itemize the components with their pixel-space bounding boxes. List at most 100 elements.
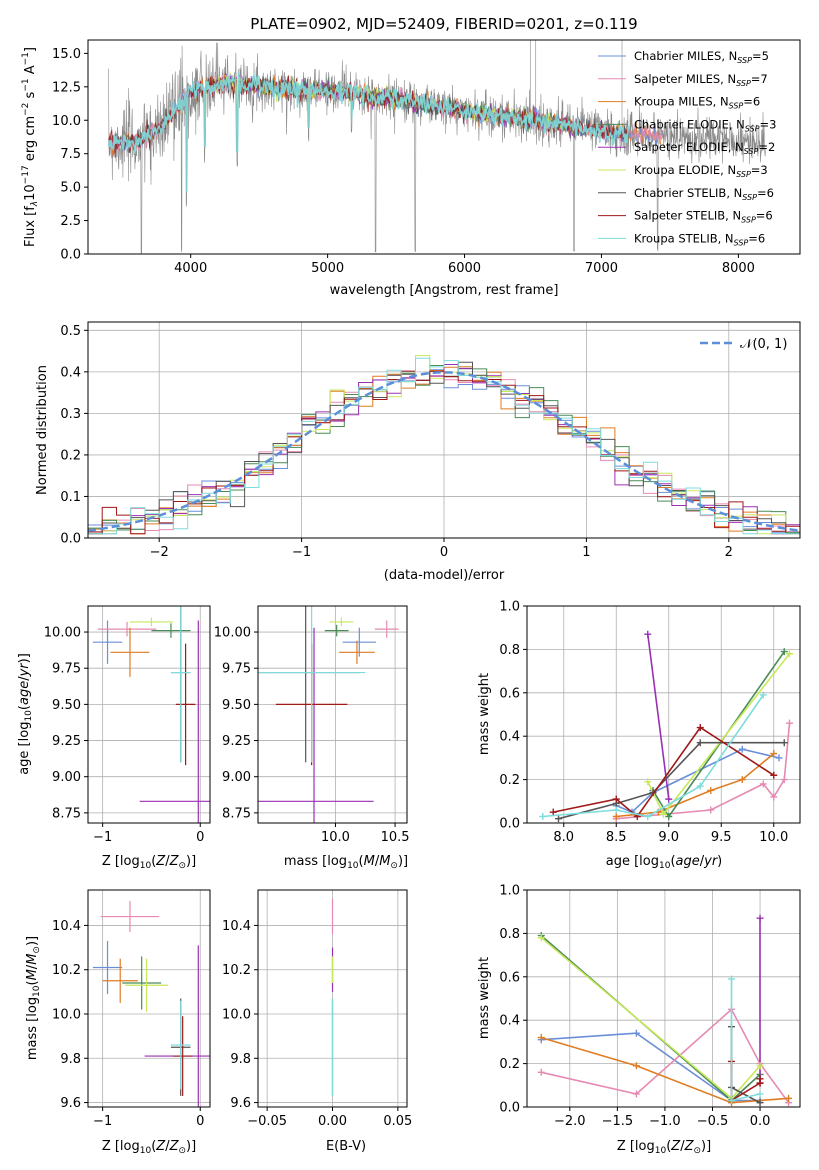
y-tick-label: 9.25 — [52, 734, 81, 749]
weight-line-salpeter_elodie — [647, 634, 670, 800]
y-tick-label: 5.0 — [60, 181, 81, 196]
y-tick-label: 0.6 — [499, 686, 520, 701]
x-tick-label: −0.05 — [247, 1114, 287, 1129]
y-tick-label: 0.6 — [499, 970, 520, 985]
histogram-frame — [87, 321, 801, 539]
weight-line-kroupa_elodie — [540, 937, 761, 1100]
weight-marker-salpeter_elodie — [665, 795, 673, 803]
x-tick-label: 8.0 — [553, 830, 574, 845]
y-tick-label: 12.5 — [52, 80, 81, 95]
x-tick-label: 8000 — [722, 261, 755, 276]
weight-marker-kroupa_elodie — [786, 650, 793, 658]
legend-label-chabrier_elodie: Chabrier ELODIE, NSSP=3 — [634, 117, 776, 133]
weight-marker-chabrier_miles — [738, 745, 746, 753]
weight-marker-kroupa_stelib — [728, 1096, 736, 1104]
weight-age-y-label: mass weight — [477, 673, 492, 755]
x-tick-label: 4000 — [174, 261, 207, 276]
y-tick-label: 9.8 — [230, 1052, 251, 1067]
y-tick-label: 0.4 — [499, 730, 520, 745]
spectrum-legend: Chabrier MILES, NSSP=5 Salpeter MILES, NS… — [598, 49, 776, 247]
x-tick-label: 10.0 — [759, 830, 788, 845]
weight-marker-salpeter_miles — [759, 780, 767, 788]
weight-marker-salpeter_miles — [786, 719, 793, 727]
y-tick-label: 10.4 — [222, 919, 251, 934]
weight-marker-kroupa_stelib — [759, 691, 767, 699]
y-tick-label: 9.50 — [222, 698, 251, 713]
weight-marker-kroupa_elodie — [537, 934, 545, 942]
x-tick-label: −0.5 — [697, 1114, 729, 1129]
weight-marker-salpeter_miles — [537, 1068, 545, 1076]
y-tick-label: 9.75 — [52, 662, 81, 677]
x-tick-label: 6000 — [448, 261, 481, 276]
y-tick-label: 10.00 — [214, 626, 251, 641]
legend-label-kroupa_stelib: Kroupa STELIB, NSSP=6 — [634, 231, 765, 247]
spectrum-frame — [87, 39, 801, 255]
spectrum-y-label-part: Flux [f — [23, 206, 38, 247]
x-tick-label: 0.00 — [318, 1114, 347, 1129]
mass-ebv-x-label: E(B-V) — [326, 1139, 366, 1154]
y-tick-label: 0.8 — [499, 643, 520, 658]
y-tick-label: 1.0 — [499, 600, 520, 615]
weight-marker-salpeter_stelib — [696, 724, 704, 732]
y-tick-label: 10.2 — [222, 963, 251, 978]
legend-label-kroupa_miles: Kroupa MILES, NSSP=6 — [634, 95, 760, 111]
y-tick-label: 0.4 — [499, 1014, 520, 1029]
normal-legend-label: 𝒩(0, 1) — [740, 337, 787, 352]
y-tick-label: 10.4 — [52, 919, 81, 934]
weight-marker-salpeter_miles — [770, 793, 778, 801]
weight-marker-salpeter_stelib — [770, 771, 778, 779]
spectrum-panel: PLATE=0902, MJD=52409, FIBERID=0201, z=0… — [21, 15, 801, 298]
mass-vs-ebv-panel: −0.05 0.00 0.05 9.6 9.8 10.0 10.2 10.4 E(B-V) — [222, 889, 412, 1154]
y-tick-label: 9.75 — [222, 662, 251, 677]
hist-step-chabrier_stelib — [88, 361, 800, 535]
spectrum-x-label: wavelength [Angstrom, rest frame] — [330, 283, 559, 298]
legend-label-salpeter_miles: Salpeter MILES, NSSP=7 — [634, 72, 768, 88]
spectrum-title: PLATE=0902, MJD=52409, FIBERID=0201, z=0… — [250, 15, 637, 33]
weight-vs-metallicity-panel: −2.0 −1.5 −1.0 −0.5 0.0 0.0 0.2 0.4 0.6 0.8 1.0 Z … — [477, 884, 801, 1156]
weight-marker-kroupa_elodie — [660, 810, 667, 818]
y-tick-label: 0.0 — [499, 1101, 520, 1116]
y-tick-label: 0.3 — [60, 407, 81, 422]
y-tick-label: 9.6 — [60, 1096, 81, 1111]
x-tick-label: −1 — [93, 830, 112, 845]
weight-marker-kroupa_miles — [632, 1062, 640, 1070]
weight-marker-kroupa_miles — [785, 1094, 793, 1102]
weight-marker-chabrier_miles — [775, 754, 783, 762]
x-tick-label: 0.0 — [750, 1114, 771, 1129]
normal-curve — [87, 371, 801, 532]
x-tick-label: 10.5 — [381, 830, 410, 845]
weight-marker-kroupa_stelib — [756, 1090, 764, 1098]
x-tick-label: 9.5 — [711, 830, 732, 845]
x-tick-label: −2.0 — [554, 1114, 586, 1129]
y-tick-label: 8.75 — [222, 806, 251, 821]
weight-marker-kroupa_miles — [738, 776, 746, 784]
histogram-legend: 𝒩(0, 1) — [700, 337, 787, 352]
weight-marker-kroupa_elodie — [644, 778, 652, 786]
y-tick-label: 9.8 — [60, 1052, 81, 1067]
weight-marker-kroupa_miles — [707, 786, 715, 794]
y-tick-label: 0.0 — [499, 817, 520, 832]
x-tick-label: 10.0 — [321, 830, 350, 845]
legend-label-salpeter_elodie: Salpeter ELODIE, NSSP=2 — [634, 140, 775, 156]
y-tick-label: 9.00 — [52, 770, 81, 785]
y-tick-label: 0.0 — [60, 532, 81, 547]
weight-marker-chabrier_stelib — [756, 1099, 764, 1107]
y-tick-label: 10.2 — [52, 963, 81, 978]
legend-label-kroupa_elodie: Kroupa ELODIE, NSSP=3 — [634, 163, 768, 179]
x-tick-label: 2 — [725, 545, 733, 560]
x-tick-label: 0.05 — [383, 1114, 412, 1129]
weight-marker-kroupa_miles — [537, 1034, 545, 1042]
mass-z-y-label: mass [log10(M/M⊙)] — [25, 936, 42, 1060]
y-tick-label: 0.0 — [60, 248, 81, 263]
y-tick-label: 1.0 — [499, 884, 520, 899]
weight-line-chabrier_elodie — [652, 651, 785, 818]
weight-line-kroupa_miles — [616, 752, 775, 818]
histogram-y-label: Normed distribution — [35, 365, 50, 495]
weight-marker-kroupa_miles — [612, 812, 620, 820]
age-vs-metallicity-panel: −1 0 8.75 9.00 9.25 9.50 9.75 10.00 Z [log10(Z/… — [17, 605, 211, 871]
weight-z-y-label: mass weight — [477, 957, 492, 1039]
mass-z-x-label: Z [log10(Z/Z⊙)] — [102, 1139, 196, 1156]
x-tick-label: 9.0 — [658, 830, 679, 845]
x-tick-label: −1.0 — [649, 1114, 681, 1129]
